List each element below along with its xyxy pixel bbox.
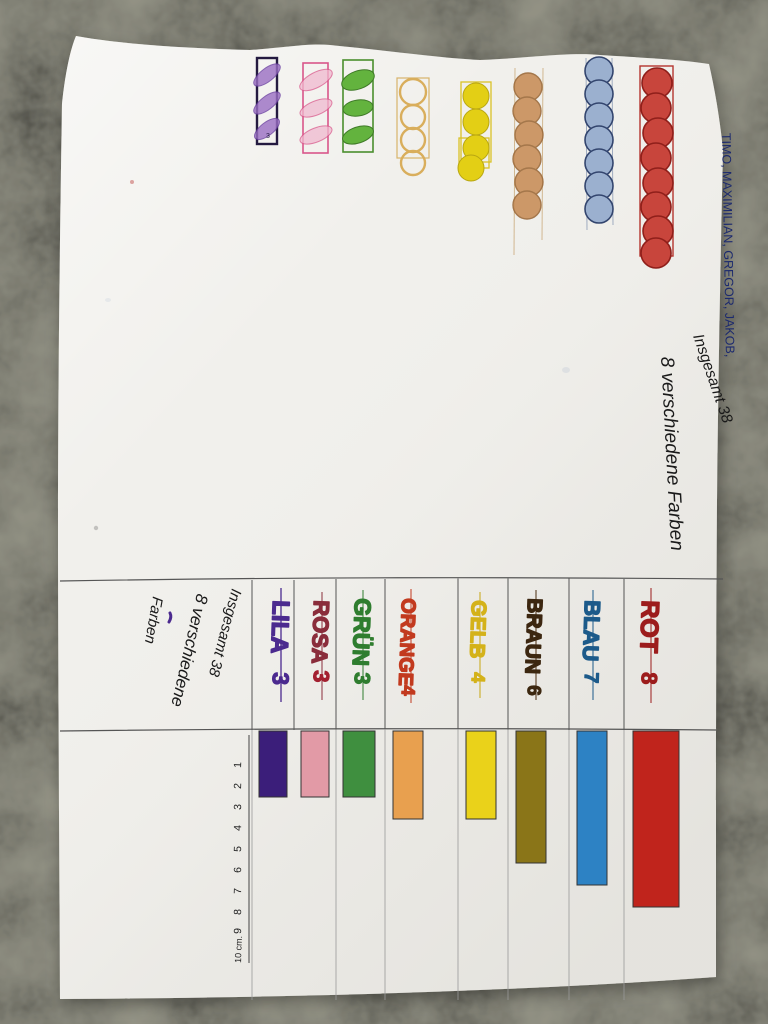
svg-text:BLAU: BLAU [578, 600, 605, 662]
svg-text:9: 9 [232, 928, 244, 934]
svg-text:10 cm.: 10 cm. [233, 936, 244, 963]
svg-text:ORANGE: ORANGE [394, 598, 419, 687]
svg-text:7: 7 [580, 672, 602, 684]
svg-text:7: 7 [232, 888, 244, 894]
svg-text:3: 3 [350, 672, 375, 685]
svg-text:GELB: GELB [465, 600, 490, 659]
svg-text:4: 4 [467, 672, 488, 684]
svg-text:8: 8 [637, 672, 662, 685]
svg-text:2: 2 [232, 783, 244, 789]
svg-text:8: 8 [232, 909, 244, 915]
svg-text:6: 6 [523, 685, 544, 696]
svg-text:4: 4 [232, 825, 244, 831]
svg-text:6: 6 [232, 867, 244, 873]
svg-text:ROSA: ROSA [307, 600, 334, 665]
svg-text:3: 3 [268, 672, 294, 686]
svg-text:3: 3 [232, 804, 244, 810]
svg-text:ROT: ROT [634, 600, 664, 654]
svg-text:4: 4 [397, 685, 418, 697]
svg-text:5: 5 [232, 846, 244, 852]
svg-text:BRAUN: BRAUN [520, 598, 546, 675]
svg-text:LILA: LILA [265, 600, 294, 654]
svg-text:GRÜN: GRÜN [348, 598, 376, 667]
svg-text:1: 1 [232, 762, 244, 768]
svg-text:3: 3 [309, 670, 334, 683]
svg-text:3: 3 [266, 133, 270, 140]
